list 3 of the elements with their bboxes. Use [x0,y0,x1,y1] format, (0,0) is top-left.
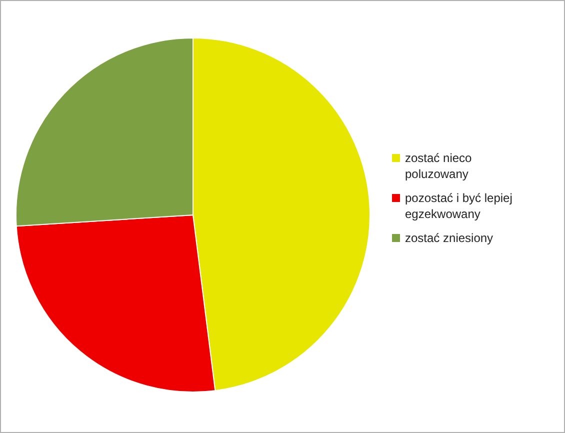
legend-label: zostać nieco poluzowany [405,151,472,181]
legend-label: pozostać i być lepiej egzekwowany [405,191,512,221]
legend-label: zostać zniesiony [405,231,494,245]
